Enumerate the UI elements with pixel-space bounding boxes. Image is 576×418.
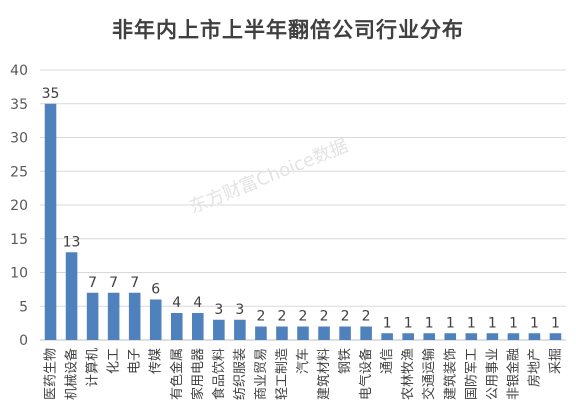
x-tick-label: 传媒 (149, 348, 164, 374)
data-label: 1 (383, 315, 392, 331)
data-label: 13 (63, 234, 81, 250)
bar (107, 292, 120, 340)
bar (213, 319, 225, 340)
bar (507, 333, 520, 340)
y-tick-label: 35 (10, 97, 28, 113)
x-tick-label: 通信 (380, 348, 395, 374)
data-label: 1 (551, 315, 560, 331)
bar (402, 333, 414, 340)
bar (192, 313, 204, 340)
bar (423, 333, 436, 340)
data-label: 7 (130, 275, 139, 291)
bar (297, 326, 309, 340)
data-label: 7 (109, 275, 118, 291)
data-label: 2 (299, 309, 308, 325)
data-label: 7 (88, 275, 97, 291)
y-tick-label: 25 (10, 164, 28, 180)
x-axis-ticks: 医药生物 机械设备 计算机 化工 电子 传媒 有色金属 家用电器 食品饮料 纺织服装 商业贸易 轻工制… (44, 348, 564, 400)
data-label: 1 (446, 315, 455, 331)
bar (276, 326, 288, 340)
data-label: 2 (320, 309, 329, 325)
bar (86, 292, 99, 340)
x-tick-label: 机械设备 (64, 348, 80, 400)
y-tick-label: 0 (19, 333, 28, 349)
data-label: 35 (42, 86, 60, 102)
bar (128, 292, 141, 340)
y-tick-label: 20 (10, 198, 28, 214)
bar (465, 333, 478, 340)
bar (549, 333, 562, 340)
x-tick-label: 有色金属 (169, 348, 185, 400)
x-tick-label: 建筑材料 (316, 348, 332, 400)
data-label: 1 (509, 315, 518, 331)
bar (44, 103, 57, 340)
bar (170, 313, 183, 340)
bar (486, 333, 499, 340)
x-tick-label: 计算机 (86, 348, 101, 387)
x-tick-label: 商业贸易 (254, 348, 269, 400)
x-tick-label: 农林牧渔 (401, 348, 416, 400)
bar (444, 333, 457, 340)
bar (234, 319, 246, 340)
bar (65, 252, 78, 340)
y-tick-label: 5 (19, 299, 28, 315)
bars (44, 103, 562, 340)
y-axis-ticks: 0 5 10 15 20 25 30 35 40 (10, 63, 28, 349)
x-tick-label: 国防军工 (463, 348, 479, 400)
data-label: 1 (530, 315, 539, 331)
data-label: 6 (151, 282, 160, 298)
x-tick-label: 医药生物 (44, 348, 59, 400)
x-tick-label: 纺织服装 (233, 348, 248, 400)
bar (381, 333, 393, 340)
data-label: 1 (467, 315, 476, 331)
bar (318, 326, 330, 340)
data-label: 2 (341, 309, 350, 325)
x-tick-label: 非银金融 (505, 348, 521, 400)
data-label: 2 (256, 309, 265, 325)
x-tick-label: 汽车 (295, 348, 311, 374)
data-label: 3 (214, 302, 223, 318)
data-label: 3 (235, 302, 244, 318)
x-tick-label: 交通运输 (421, 348, 437, 400)
x-tick-label: 公用事业 (485, 348, 500, 400)
x-tick-label: 钢铁 (338, 348, 353, 374)
y-tick-label: 40 (10, 63, 28, 79)
data-label: 1 (404, 315, 413, 331)
data-label: 4 (172, 295, 181, 311)
bar (149, 299, 162, 340)
x-tick-label: 家用电器 (190, 348, 206, 400)
x-tick-label: 采掘 (548, 348, 563, 374)
bar (360, 326, 372, 340)
x-tick-label: 建筑装饰 (442, 348, 458, 400)
bar (528, 333, 541, 340)
x-tick-label: 电子 (128, 348, 143, 374)
data-label: 4 (193, 295, 202, 311)
bar (339, 326, 351, 340)
x-tick-label: 电气设备 (358, 348, 374, 400)
x-tick-label: 轻工制造 (275, 348, 290, 400)
data-label: 1 (425, 315, 434, 331)
data-label: 2 (277, 309, 286, 325)
bar (255, 326, 267, 340)
gridlines (40, 69, 566, 341)
x-tick-label: 房地产 (526, 348, 542, 387)
x-tick-label: 化工 (107, 348, 122, 374)
y-tick-label: 30 (10, 131, 28, 147)
y-tick-label: 15 (10, 232, 28, 248)
y-tick-label: 10 (10, 266, 28, 282)
chart-title: 非年内上市上半年翻倍公司行业分布 (112, 18, 464, 42)
data-label: 1 (488, 315, 497, 331)
data-label: 2 (362, 309, 371, 325)
x-tick-label: 食品饮料 (211, 348, 227, 400)
